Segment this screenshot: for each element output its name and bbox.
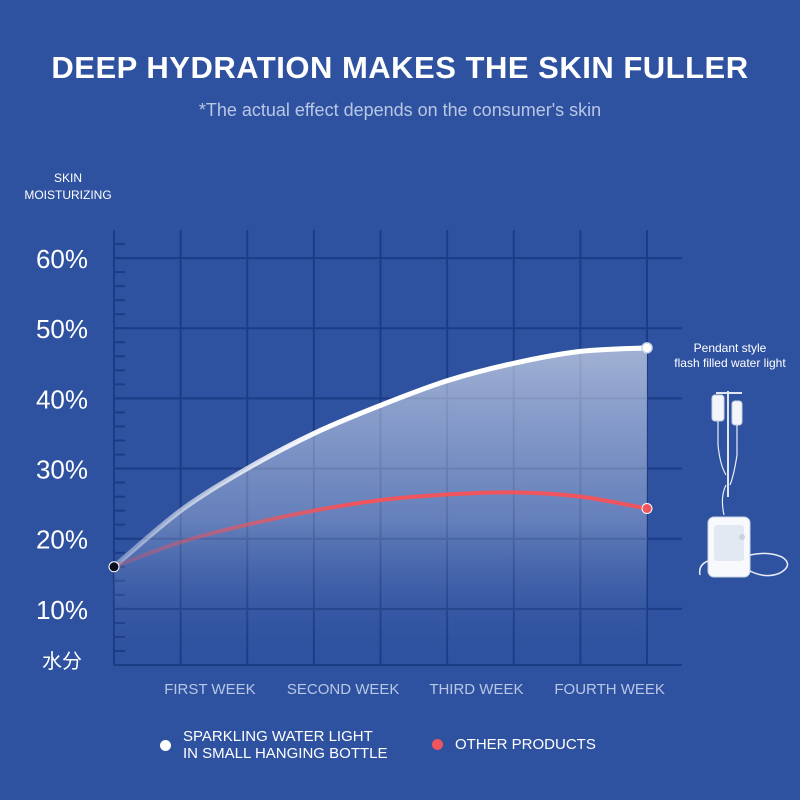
legend-dot-white-icon (160, 739, 171, 751)
series-line-sparkling (111, 345, 650, 570)
product-caption: Pendant style flash filled water light (674, 341, 786, 370)
y-tick-label: 20% (36, 525, 88, 555)
chart-subtitle: *The actual effect depends on the consum… (198, 100, 602, 120)
x-tick-label: THIRD WEEK (429, 681, 523, 698)
y-axis-bottom-label: 水分 (42, 650, 82, 673)
series-end-point (641, 342, 653, 354)
y-tick-label: 50% (36, 314, 88, 344)
legend-item-sparkling: SPARKLING WATER LIGHT IN SMALL HANGING B… (160, 728, 388, 762)
series-line-other-products (112, 490, 649, 569)
y-tick-label: 10% (36, 595, 88, 625)
series-end-point (641, 503, 653, 515)
series-area-fill (114, 347, 647, 665)
x-tick-label: FOURTH WEEK (554, 681, 665, 698)
hanging-bottle-device-icon (698, 391, 789, 578)
x-tick-label: SECOND WEEK (287, 681, 400, 698)
y-tick-label: 30% (36, 455, 88, 485)
x-tick-label: FIRST WEEK (164, 681, 255, 698)
y-tick-label: 40% (36, 384, 88, 414)
legend-item-other-products: OTHER PRODUCTS (432, 736, 596, 753)
chart-title: DEEP HYDRATION MAKES THE SKIN FULLER (51, 50, 749, 85)
legend-label: OTHER PRODUCTS (455, 736, 596, 753)
series-start-point (108, 561, 120, 573)
y-tick-label: 60% (36, 244, 88, 274)
legend-dot-red-icon (432, 739, 443, 750)
y-axis-title: SKIN MOISTURIZING (24, 171, 111, 202)
legend-label: SPARKLING WATER LIGHT IN SMALL HANGING B… (183, 728, 388, 762)
